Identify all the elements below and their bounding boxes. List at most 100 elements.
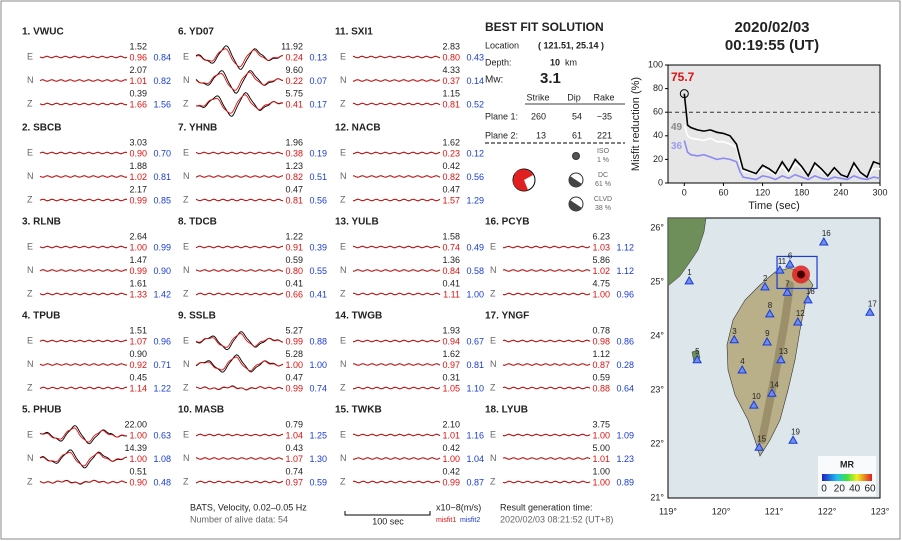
amplitude: 5.86 [592, 255, 610, 265]
waveform-synthetic [195, 356, 284, 372]
amplitude: 0.42 [442, 161, 460, 171]
misfit1: 0.81 [285, 195, 303, 205]
misfit1: 0.41 [285, 99, 303, 109]
scale-bar [344, 511, 431, 516]
misfit2: 0.28 [616, 360, 634, 370]
misfit1: 0.66 [285, 289, 303, 299]
waveform-synthetic [352, 55, 441, 59]
lat-tick-label: 22° [650, 438, 664, 448]
waveform-synthetic [352, 175, 441, 178]
waveform-synthetic [353, 292, 441, 296]
misfit2: 0.52 [466, 99, 484, 109]
column-header: Dip [567, 92, 581, 102]
waveform-synthetic [39, 151, 128, 155]
waveform-synthetic [195, 48, 284, 68]
station-label: 16 [822, 229, 831, 238]
plane-value: 13 [536, 130, 546, 140]
station-name: 14. TWGB [335, 311, 382, 322]
component-label: Z [27, 476, 33, 486]
misfit1: 0.37 [442, 76, 460, 86]
footer-filter: BATS, Velocity, 0.02–0.05 Hz [190, 502, 307, 512]
colorbar [822, 474, 872, 481]
station-name: 16. PCYB [485, 217, 529, 228]
waveform-synthetic [39, 102, 128, 106]
amplitude: 0.59 [285, 255, 303, 265]
station-label: 14 [770, 380, 779, 389]
misfit1: 0.90 [129, 477, 147, 487]
amplitude: 6.23 [592, 231, 610, 241]
station-label: 9 [765, 329, 770, 338]
misfit2: 0.86 [616, 336, 634, 346]
component-label: N [183, 359, 190, 369]
amplitude: 14.39 [124, 443, 147, 453]
misfit1: 0.87 [592, 360, 610, 370]
misfit1: 1.01 [129, 76, 147, 86]
source-label: CLVD [594, 196, 612, 203]
misfit1: 1.00 [592, 430, 610, 440]
source-icon [572, 152, 580, 160]
misfit2: 0.59 [309, 477, 327, 487]
misfit1: 0.81 [442, 99, 460, 109]
misfit2: 1.16 [466, 430, 484, 440]
source-icon-fill [568, 200, 582, 212]
misfit2: 0.74 [309, 383, 327, 393]
lat-tick-label: 21° [650, 492, 664, 502]
waveform-synthetic [195, 151, 284, 155]
component-label: Z [27, 288, 33, 298]
misfit1: 0.74 [442, 242, 460, 252]
amplitude: 1.96 [285, 137, 303, 147]
beachball-red [513, 169, 533, 191]
component-label: N [27, 171, 34, 181]
amplitude: 5.75 [285, 88, 303, 98]
station-label: 1 [687, 268, 692, 277]
origin-time: 00:19:55 (UT) [725, 37, 819, 54]
misfit1: 1.01 [592, 454, 610, 464]
component-label: N [340, 75, 347, 85]
misfit2: 1.42 [153, 289, 171, 299]
x-tick-label: 120 [755, 187, 770, 197]
amplitude: 0.78 [592, 325, 610, 335]
amplitude: 0.31 [442, 372, 460, 382]
misfit2: 0.63 [153, 430, 171, 440]
misfit1: 1.00 [129, 242, 147, 252]
misfit2: 0.55 [309, 266, 327, 276]
y-tick-label: 20 [653, 154, 663, 164]
component-label: E [490, 335, 496, 345]
waveform-synthetic [502, 292, 591, 296]
amplitude: 2.07 [129, 65, 147, 75]
component-label: E [183, 241, 189, 251]
series-line [683, 93, 881, 179]
waveform-synthetic [195, 245, 284, 249]
station-name: 12. NACB [335, 123, 381, 134]
waveform-synthetic [352, 79, 441, 82]
lat-tick-label: 25° [650, 276, 664, 286]
waveform-synthetic [502, 339, 591, 343]
misfit2: 0.07 [309, 76, 327, 86]
misfit2: 0.84 [153, 52, 171, 62]
station-name: 3. RLNB [22, 217, 61, 228]
component-label: E [340, 429, 346, 439]
component-label: N [27, 453, 34, 463]
amplitude: 5.00 [592, 443, 610, 453]
misfit2: 1.23 [616, 454, 634, 464]
annotation: 75.7 [671, 70, 695, 84]
amplitude: 1.36 [442, 255, 460, 265]
station-name: 11. SXI1 [335, 27, 373, 38]
waveform-synthetic [195, 457, 284, 460]
peak-marker [679, 89, 689, 99]
source-value: 61 % [595, 181, 611, 188]
component-label: N [340, 265, 347, 275]
column-header: Strike [526, 92, 549, 102]
amplitude: 2.17 [129, 184, 147, 194]
station-marker [818, 237, 829, 246]
amplitude: 0.90 [129, 349, 147, 359]
misfit1: 1.07 [285, 454, 303, 464]
amplitude: 1.12 [592, 349, 610, 359]
component-label: E [183, 147, 189, 157]
misfit1: 0.22 [285, 76, 303, 86]
station-marker [729, 334, 740, 344]
misfit1: 1.00 [592, 477, 610, 487]
station-marker [737, 365, 748, 374]
misfit2: 0.41 [309, 289, 327, 299]
